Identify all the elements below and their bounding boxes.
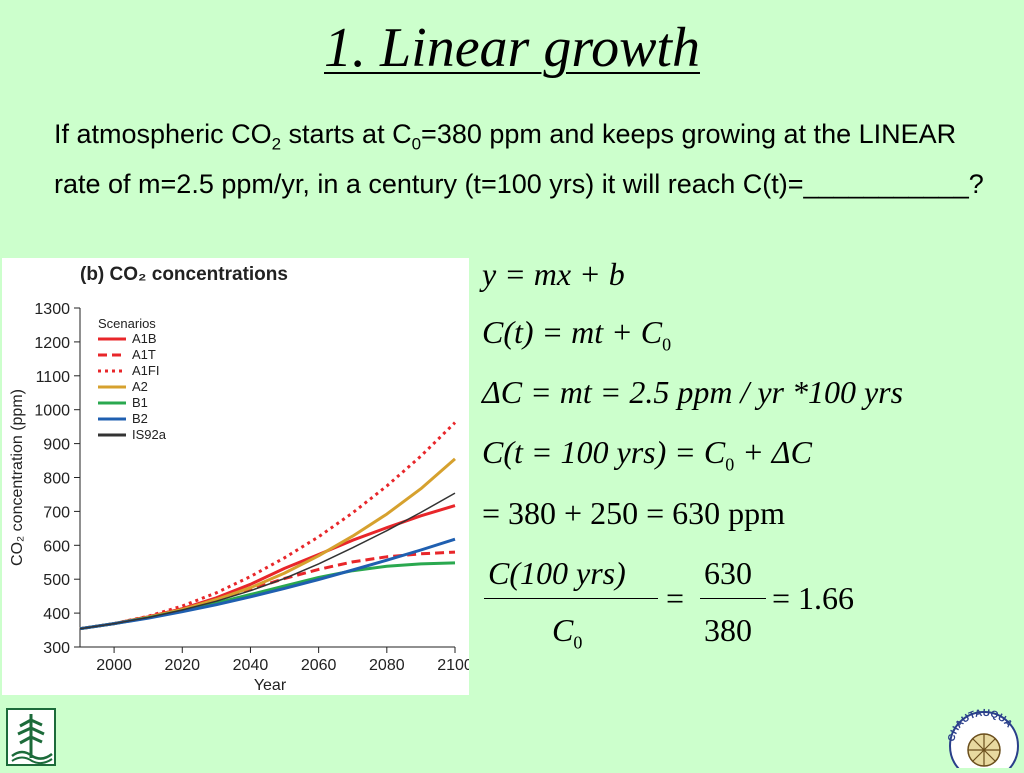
y-tick-label: 600 (43, 538, 70, 555)
y-tick-label: 800 (43, 471, 70, 488)
ratio-numerator-2: 630 (704, 557, 752, 589)
question-text: If atmospheric CO2 starts at C0=380 ppm … (54, 114, 984, 204)
legend-label-b1: B1 (132, 395, 148, 410)
x-tick-label: 2100 (437, 657, 469, 674)
ratio-denominator-sub: 0 (573, 632, 583, 653)
equation-c-100: C(t = 100 yrs) = C0 + ΔC (482, 436, 812, 473)
ratio-equals: = (666, 582, 684, 614)
equation-2-sub: 0 (662, 334, 672, 355)
y-tick-label: 300 (43, 640, 70, 657)
y-tick-label: 400 (43, 606, 70, 623)
y-tick-label: 1000 (34, 403, 70, 420)
x-axis-label: Year (254, 677, 287, 694)
x-tick-label: 2060 (301, 657, 337, 674)
equation-2-text: C(t) = mt + C (482, 314, 663, 350)
y-tick-label: 1300 (34, 301, 70, 318)
legend-label-b2: B2 (132, 411, 148, 426)
co2-chart: (b) CO₂ concentrations 300 400 500 600 700 800… (9, 264, 469, 694)
ratio-denominator-2: 380 (704, 614, 752, 646)
ratio-denominator-2-text: 380 (704, 612, 752, 648)
ratio-numerator: C(100 yrs) (488, 557, 626, 589)
ratio-result: = 1.66 (772, 582, 854, 614)
legend-label-a1t: A1T (132, 347, 156, 362)
ratio-fraction-bar (484, 598, 658, 599)
ratio-denominator-text: C (552, 612, 574, 648)
series-line-is92a (79, 492, 456, 630)
ratio-result-text: = 1.66 (772, 580, 855, 616)
legend-label-a1b: A1B (132, 331, 157, 346)
equation-4-rhs: + ΔC (734, 434, 812, 470)
question-part-3: =380 ppm and keeps growing at the LINEAR… (54, 119, 984, 200)
y-tick-label: 500 (43, 572, 70, 589)
series-line-a1fi (79, 421, 457, 631)
legend-label-is92a: IS92a (132, 427, 167, 442)
equation-line-slope: y = mx + b (482, 258, 625, 290)
equation-sum: = 380 + 250 = 630 ppm (482, 497, 785, 529)
tree-logo-icon (6, 708, 56, 766)
question-part-1: If atmospheric CO (54, 119, 272, 149)
x-tick-label: 2000 (96, 657, 132, 674)
y-tick-label: 700 (43, 504, 70, 521)
ratio-denominator: C0 (552, 614, 582, 651)
equation-c-of-t: C(t) = mt + C0 (482, 316, 671, 353)
ratio-fraction-bar-2 (700, 598, 766, 599)
chautauqua-seal-icon: CHAUTAUQUA (944, 706, 1024, 773)
question-part-2: starts at C (281, 119, 412, 149)
equation-delta-c: ΔC = mt = 2.5 ppm / yr *100 yrs (482, 376, 903, 408)
x-tick-label: 2040 (233, 657, 269, 674)
slide-title: 1. Linear growth (324, 17, 700, 79)
legend-title: Scenarios (98, 316, 156, 331)
co2-chart-panel: (b) CO₂ concentrations 300 400 500 600 700 800… (2, 258, 469, 695)
chart-title: (b) CO₂ concentrations (80, 264, 288, 285)
y-axis-label: CO₂ concentration (ppm) (9, 389, 26, 566)
series-line-a2 (79, 457, 456, 631)
legend-label-a2: A2 (132, 379, 148, 394)
equation-5-text: = 380 + 250 = 630 ppm (482, 495, 786, 531)
ratio-numerator-2-text: 630 (704, 555, 752, 591)
equation-4-lhs: C(t = 100 yrs) = C (482, 434, 726, 470)
ratio-equals-text: = (666, 580, 685, 616)
question-sub-2: 0 (411, 134, 422, 154)
x-tick-label: 2020 (164, 657, 200, 674)
equation-4-sub: 0 (725, 454, 735, 475)
equation-3-text: ΔC = mt = 2.5 ppm / yr *100 yrs (482, 374, 904, 410)
y-tick-label: 1100 (36, 369, 71, 386)
x-tick-label: 2080 (369, 657, 405, 674)
equation-1-text: y = mx + b (482, 256, 625, 292)
question-sub-1: 2 (271, 134, 282, 154)
ratio-numerator-text: C(100 yrs) (488, 555, 626, 591)
y-tick-label: 900 (43, 437, 70, 454)
y-tick-label: 1200 (34, 335, 70, 352)
legend-label-a1fi: A1FI (132, 363, 159, 378)
